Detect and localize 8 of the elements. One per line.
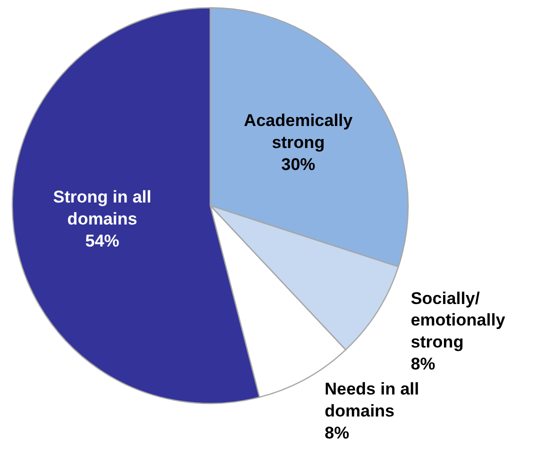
slice-label: Socially/ emotionally strong — [410, 288, 506, 352]
data-label: 8% — [324, 423, 350, 442]
data-label: 30% — [281, 154, 316, 174]
slice-label: Strong in all domains — [53, 188, 152, 229]
data-label: 54% — [85, 231, 120, 250]
slice-label: Needs in all domains — [324, 380, 420, 420]
data-label: 8% — [410, 354, 436, 374]
slice-label: Academically strong — [244, 111, 354, 152]
